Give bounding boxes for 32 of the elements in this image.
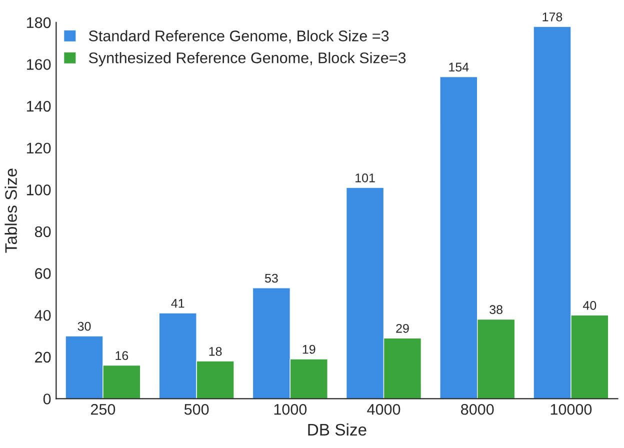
x-axis-title: DB Size — [308, 423, 366, 436]
data-label: 30 — [78, 322, 91, 331]
data-label: 41 — [171, 299, 184, 308]
y-tick-label: 100 — [26, 184, 51, 196]
x-tick-label: 4000 — [367, 404, 400, 415]
y-tick-label: 20 — [35, 352, 51, 363]
data-label: 18 — [209, 346, 222, 356]
y-tick-label: 60 — [35, 268, 51, 279]
y-tick-label: 80 — [34, 226, 51, 238]
data-label: 101 — [356, 173, 375, 182]
x-tick-label: 500 — [184, 404, 209, 415]
data-label: 40 — [583, 300, 596, 310]
y-axis-title: Tables Size — [4, 168, 17, 253]
data-label: 29 — [396, 324, 409, 333]
data-label: 19 — [302, 344, 316, 354]
data-label: 53 — [264, 274, 278, 283]
legend-label: Standard Reference Genome, Block Size =3 — [88, 30, 389, 44]
data-label: 16 — [116, 351, 128, 360]
y-tick-label: 0 — [43, 394, 51, 404]
x-tick-label: 250 — [90, 404, 116, 415]
data-label: 154 — [449, 62, 469, 72]
data-label: 38 — [490, 305, 502, 314]
legend-label: Synthesized Reference Genome, Block Size=3 — [88, 52, 406, 66]
data-label: 178 — [542, 12, 562, 22]
x-tick-label: 10000 — [550, 404, 592, 415]
y-tick-label: 40 — [34, 310, 51, 321]
x-tick-label: 8000 — [461, 404, 494, 415]
y-tick-label: 140 — [26, 100, 51, 112]
y-tick-label: 180 — [26, 17, 51, 28]
y-tick-label: 120 — [26, 142, 51, 154]
x-tick-label: 1000 — [274, 404, 307, 415]
y-tick-label: 160 — [26, 59, 51, 70]
